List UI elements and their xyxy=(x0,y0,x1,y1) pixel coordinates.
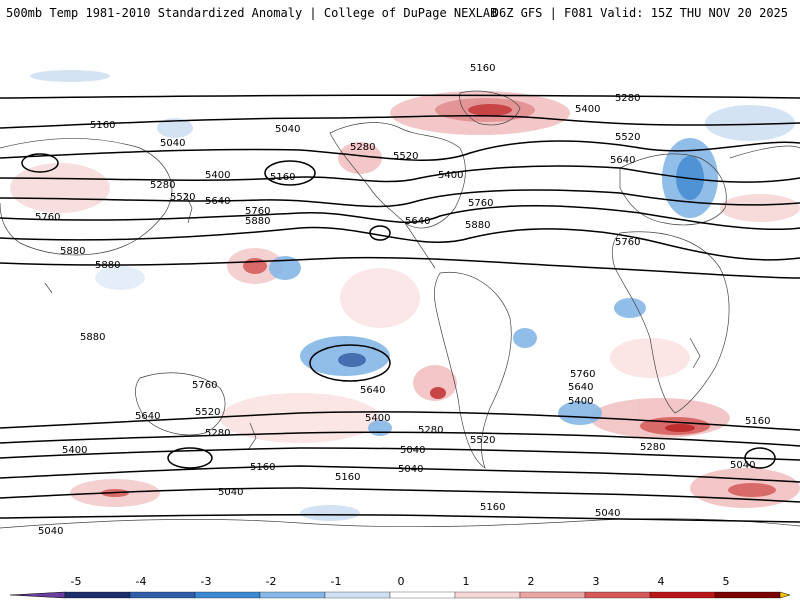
contour-label: 5160 xyxy=(470,63,495,74)
contour-label: 5040 xyxy=(400,445,425,456)
contour-label: 5640 xyxy=(610,155,635,166)
colorbar-tick-label: -3 xyxy=(201,575,212,588)
contour-label: 5760 xyxy=(570,369,595,380)
contour-label: 5160 xyxy=(250,462,275,473)
map-title: 500mb Temp 1981-2010 Standardized Anomal… xyxy=(6,6,498,20)
contour-label: 5040 xyxy=(730,460,755,471)
colorbar-tick-label: -4 xyxy=(136,575,147,588)
colorbar-segment xyxy=(454,591,521,599)
coastlines xyxy=(0,90,800,529)
colorbar-segment xyxy=(584,591,651,599)
contour-label: 5880 xyxy=(95,260,120,271)
colorbar-segment xyxy=(779,591,791,599)
colorbar-segment xyxy=(129,591,196,599)
contour-label: 5160 xyxy=(270,172,295,183)
colorbar-segment xyxy=(519,591,586,599)
contour-label: 5520 xyxy=(615,132,640,143)
contour-label: 5160 xyxy=(480,502,505,513)
colorbar-tick-label: 5 xyxy=(723,575,730,588)
contour-label: 5160 xyxy=(90,120,115,131)
contour-label: 5400 xyxy=(62,445,87,456)
contour-label: 5280 xyxy=(640,442,665,453)
colorbar-tick-label: 1 xyxy=(463,575,470,588)
contour-labels: 5160 5280 5400 5520 5640 5160 5040 5040 … xyxy=(35,63,770,537)
colorbar-segment xyxy=(64,591,131,599)
contour-label: 5880 xyxy=(60,246,85,257)
colorbar-tick-label: -2 xyxy=(266,575,277,588)
contour-label: 5520 xyxy=(170,192,195,203)
contour-label: 5040 xyxy=(218,487,243,498)
contour-label: 5280 xyxy=(615,93,640,104)
contour-label: 5400 xyxy=(568,396,593,407)
contour-label: 5520 xyxy=(393,151,418,162)
contour-label: 5400 xyxy=(438,170,463,181)
contour-label: 5640 xyxy=(360,385,385,396)
colorbar-tick-label: 3 xyxy=(593,575,600,588)
contour-label: 5640 xyxy=(205,196,230,207)
colorbar-segment xyxy=(649,591,716,599)
contour-label: 5640 xyxy=(568,382,593,393)
contour-label: 5640 xyxy=(405,216,430,227)
colorbar-tick-label: 2 xyxy=(528,575,535,588)
colorbar-segment xyxy=(194,591,261,599)
contour-label: 5160 xyxy=(335,472,360,483)
colorbar-tick-label: -5 xyxy=(71,575,82,588)
colorbar-segment xyxy=(259,591,326,599)
contour-label: 5760 xyxy=(35,212,60,223)
colorbar-tick-label: -1 xyxy=(331,575,342,588)
anomaly-map[interactable]: 5160 5280 5400 5520 5640 5160 5040 5040 … xyxy=(0,38,800,558)
contour-label: 5520 xyxy=(470,435,495,446)
contour-label: 5760 xyxy=(245,206,270,217)
contour-label: 5520 xyxy=(195,407,220,418)
colorbar-tick-label: 0 xyxy=(398,575,405,588)
color-scale-legend: -5 -4 -3 -2 -1 0 1 2 3 4 5 xyxy=(9,575,791,599)
contour-label: 5280 xyxy=(150,180,175,191)
contour-label: 5400 xyxy=(575,104,600,115)
colorbar-segment xyxy=(9,591,66,599)
colorbar-tick-label: 4 xyxy=(658,575,665,588)
contour-label: 5040 xyxy=(595,508,620,519)
contour-label: 5040 xyxy=(38,526,63,537)
contour-label: 5160 xyxy=(745,416,770,427)
colorbar-segment xyxy=(714,591,781,599)
contour-label: 5880 xyxy=(245,216,270,227)
contour-label: 5280 xyxy=(205,428,230,439)
contour-label: 5040 xyxy=(160,138,185,149)
contour-label: 5760 xyxy=(615,237,640,248)
map-canvas: 5160 5280 5400 5520 5640 5160 5040 5040 … xyxy=(0,63,800,537)
contour-label: 5400 xyxy=(365,413,390,424)
contour-label: 5400 xyxy=(205,170,230,181)
colorbar-segment xyxy=(389,591,456,599)
contour-label: 5880 xyxy=(465,220,490,231)
contour-label: 5280 xyxy=(418,425,443,436)
colorbar-segment xyxy=(324,591,391,599)
contour-label: 5040 xyxy=(275,124,300,135)
contour-label: 5280 xyxy=(350,142,375,153)
contour-label: 5640 xyxy=(135,411,160,422)
contour-label: 5760 xyxy=(192,380,217,391)
contour-label: 5040 xyxy=(398,464,423,475)
model-run-info: 06Z GFS | F081 Valid: 15Z THU NOV 20 202… xyxy=(491,6,788,20)
height-contours xyxy=(0,94,800,523)
contour-label: 5760 xyxy=(468,198,493,209)
contour-label: 5880 xyxy=(80,332,105,343)
